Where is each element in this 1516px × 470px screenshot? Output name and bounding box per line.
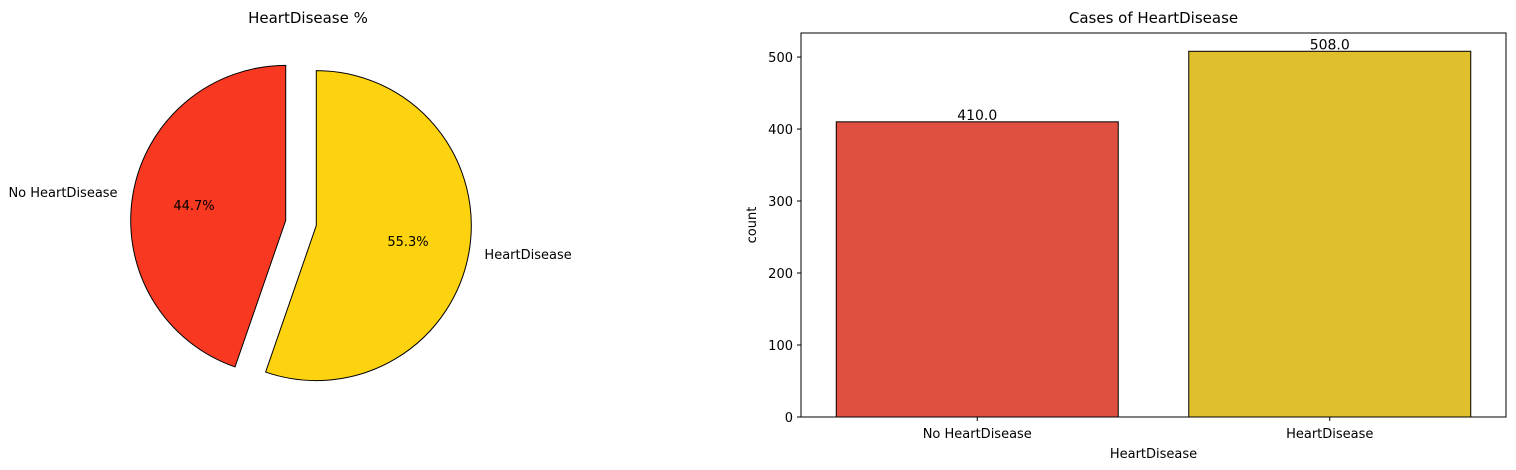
pie-chart: HeartDisease % 44.7% No HeartDisease 55.3%… bbox=[8, 9, 572, 382]
bar-title: Cases of HeartDisease bbox=[1069, 9, 1238, 27]
x-ticks: No HeartDisease HeartDisease bbox=[923, 417, 1373, 442]
y-tick-label: 500 bbox=[768, 51, 793, 66]
x-tick-label: HeartDisease bbox=[1286, 427, 1373, 442]
pie-slice-heartdisease bbox=[264, 70, 472, 382]
y-axis-label: count bbox=[745, 207, 760, 244]
y-tick-label: 400 bbox=[768, 123, 793, 138]
bar-no-heartdisease bbox=[835, 121, 1119, 418]
pie-title: HeartDisease % bbox=[248, 9, 368, 27]
pie-percent-label: 44.7% bbox=[173, 199, 214, 214]
y-ticks: 0 100 200 300 400 500 bbox=[768, 51, 801, 426]
x-tick-label: No HeartDisease bbox=[923, 427, 1032, 442]
axes-frame bbox=[800, 32, 1507, 418]
x-axis-label: HeartDisease bbox=[1110, 447, 1197, 462]
pie-category-label: No HeartDisease bbox=[8, 186, 117, 201]
y-tick-label: 0 bbox=[785, 411, 793, 426]
bar-value-label: 410.0 bbox=[957, 108, 997, 124]
pie-slices bbox=[130, 64, 472, 382]
bar-value-label: 508.0 bbox=[1310, 37, 1350, 53]
pie-percent-label: 55.3% bbox=[387, 235, 428, 250]
y-tick-label: 300 bbox=[768, 195, 793, 210]
bar-heartdisease bbox=[1188, 50, 1472, 418]
y-tick-label: 100 bbox=[768, 339, 793, 354]
pie-slice-no-heartdisease bbox=[130, 64, 287, 368]
bar-chart: Cases of HeartDisease 0 100 200 300 400 500 N… bbox=[745, 9, 1507, 462]
y-tick-label: 200 bbox=[768, 267, 793, 282]
pie-labels: 44.7% No HeartDisease 55.3% HeartDisease bbox=[8, 186, 571, 263]
bar-value-labels: 410.0 508.0 bbox=[957, 37, 1350, 124]
pie-category-label: HeartDisease bbox=[484, 248, 571, 263]
bar-bars bbox=[835, 50, 1472, 418]
